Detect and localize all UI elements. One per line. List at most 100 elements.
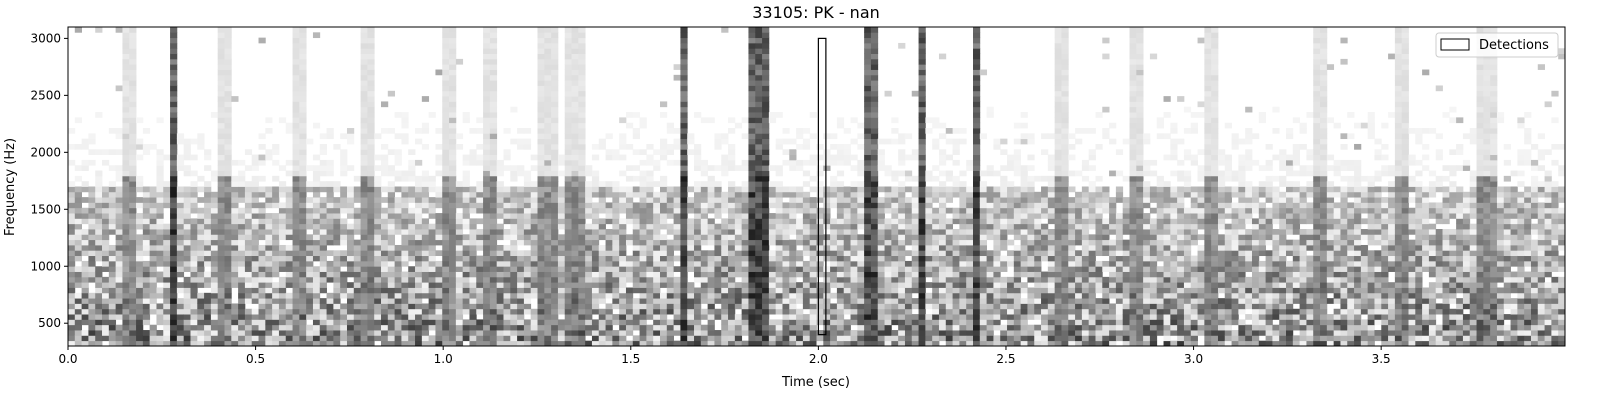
spectrogram-cell: [217, 181, 225, 187]
spectrogram-cell: [734, 298, 743, 304]
spectrogram-cell: [802, 202, 811, 209]
spectrogram-cell: [122, 181, 130, 187]
spectrogram-cell: [455, 58, 464, 65]
spectrogram-cell: [755, 37, 763, 44]
spectrogram-cell: [762, 218, 770, 225]
spectrogram-cell: [700, 165, 709, 171]
spectrogram-cell: [299, 276, 307, 283]
spectrogram-cell: [728, 186, 736, 193]
spectrogram-cell: [170, 85, 178, 92]
spectrogram-cell: [489, 197, 498, 203]
spectrogram-cell: [442, 128, 450, 134]
spectrogram-cell: [374, 133, 382, 140]
spectrogram-cell: [496, 324, 504, 331]
spectrogram-cell: [714, 260, 722, 267]
spectrogram-cell: [299, 229, 307, 235]
spectrogram-cell: [217, 292, 225, 299]
spectrogram-cell: [680, 101, 688, 108]
spectrogram-cell: [360, 191, 368, 198]
spectrogram-cell: [238, 324, 246, 331]
spectrogram-cell: [721, 27, 729, 33]
spectrogram-cell: [578, 335, 586, 342]
spectrogram-cell: [449, 159, 457, 166]
spectrogram-cell: [557, 202, 566, 209]
spectrogram-cell: [81, 234, 89, 241]
spectrogram-cell: [510, 330, 518, 336]
spectrogram-cell: [864, 218, 872, 225]
spectrogram-cell: [258, 244, 266, 251]
spectrogram-cell: [442, 276, 450, 283]
spectrogram-cell: [734, 197, 743, 203]
spectrogram-cell: [462, 117, 470, 124]
spectrogram-cell: [258, 287, 266, 294]
spectrogram-cell: [864, 197, 872, 203]
spectrogram-cell: [625, 308, 634, 315]
spectrogram-cell: [639, 330, 647, 336]
spectrogram-cell: [877, 324, 885, 331]
spectrogram-cell: [755, 42, 763, 49]
spectrogram-cell: [802, 181, 811, 187]
spectrogram-cell: [469, 244, 477, 251]
spectrogram-cell: [537, 330, 545, 336]
spectrogram-cell: [170, 133, 178, 140]
spectrogram-cell: [88, 149, 96, 155]
spectrogram-cell: [864, 112, 872, 118]
spectrogram-cell: [864, 53, 872, 60]
spectrogram-cell: [694, 266, 702, 272]
spectrogram-cell: [129, 143, 137, 150]
spectrogram-cell: [578, 314, 586, 320]
spectrogram-cell: [748, 223, 756, 230]
spectrogram-cell: [680, 186, 688, 193]
spectrogram-cell: [551, 159, 559, 166]
spectrogram-cell: [503, 340, 511, 347]
spectrogram-cell: [136, 138, 144, 145]
spectrogram-cell: [721, 314, 729, 320]
spectrogram-cell: [598, 292, 606, 299]
spectrogram-cell: [755, 229, 763, 235]
spectrogram-cell: [612, 330, 620, 336]
spectrogram-cell: [176, 223, 185, 230]
spectrogram-cell: [122, 154, 130, 161]
spectrogram-cell: [687, 282, 695, 288]
spectrogram-cell: [265, 287, 273, 294]
spectrogram-cell: [707, 319, 715, 326]
spectrogram-cell: [258, 234, 266, 241]
spectrogram-cell: [326, 133, 334, 140]
spectrogram-cell: [387, 223, 396, 230]
spectrogram-cell: [401, 223, 409, 230]
spectrogram-cell: [401, 138, 409, 145]
spectrogram-cell: [884, 207, 892, 214]
spectrogram-cell: [605, 239, 613, 246]
spectrogram-cell: [217, 303, 225, 310]
spectrogram-cell: [639, 117, 647, 124]
spectrogram-cell: [346, 186, 355, 193]
spectrogram-cell: [265, 340, 273, 347]
spectrogram-cell: [870, 117, 879, 124]
spectrogram-cell: [898, 271, 906, 278]
spectrogram-cell: [510, 292, 518, 299]
spectrogram-cell: [830, 340, 838, 347]
spectrogram-cell: [755, 340, 763, 347]
spectrogram-cell: [381, 319, 389, 326]
spectrogram-cell: [381, 213, 389, 219]
spectrogram-cell: [428, 340, 436, 347]
spectrogram-cell: [564, 165, 572, 171]
spectrogram-cell: [496, 340, 504, 347]
spectrogram-cell: [74, 303, 82, 310]
spectrogram-cell: [299, 335, 307, 342]
spectrogram-cell: [707, 260, 715, 267]
spectrogram-cell: [768, 319, 777, 326]
spectrogram-cell: [183, 244, 191, 251]
spectrogram-cell: [612, 319, 620, 326]
spectrogram-cell: [523, 181, 532, 187]
spectrogram-cell: [442, 181, 450, 187]
spectrogram-cell: [687, 335, 695, 342]
spectrogram-cell: [122, 292, 130, 299]
spectrogram-cell: [836, 271, 845, 278]
spectrogram-cell: [68, 197, 76, 203]
spectrogram-cell: [394, 213, 402, 219]
spectrogram-cell: [646, 298, 654, 304]
spectrogram-cell: [197, 266, 205, 272]
spectrogram-cell: [442, 170, 450, 177]
spectrogram-cell: [755, 287, 763, 294]
